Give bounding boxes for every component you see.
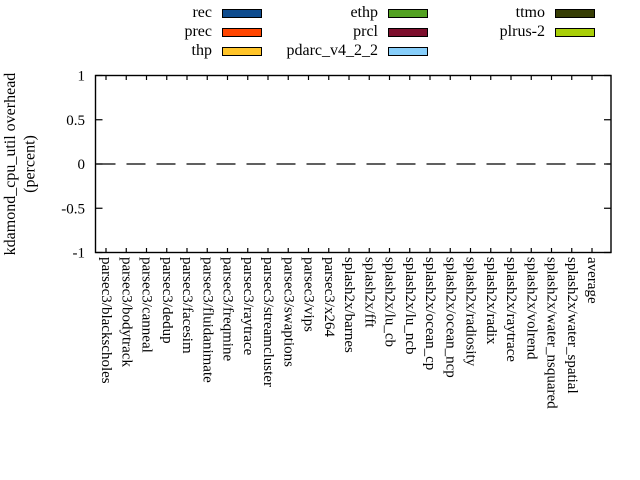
- legend-swatch: [555, 27, 595, 37]
- legend-swatch: [222, 27, 262, 37]
- x-category-label: splash2x/ocean_cp: [422, 257, 438, 370]
- legend-swatch: [222, 8, 262, 18]
- legend-label: plrus-2: [499, 23, 545, 40]
- legend-entry-pdarc_v4_2_2: pdarc_v4_2_2: [200, 42, 428, 60]
- legend-label: rec: [192, 4, 212, 21]
- legend-entry-plrus-2: plrus-2: [380, 23, 595, 41]
- legend-swatch: [388, 8, 428, 18]
- legend-entry-prec: prec: [20, 23, 262, 41]
- legend-swatch: [388, 27, 428, 37]
- x-category-label: splash2x/water_nsquared: [544, 257, 560, 409]
- y-tick-label: -0.5: [61, 201, 85, 217]
- x-category-label: parsec3/vips: [301, 257, 317, 332]
- legend-label: prec: [184, 23, 212, 40]
- x-category-label: parsec3/dedup: [159, 257, 175, 344]
- x-category-label: splash2x/lu_cb: [382, 257, 398, 347]
- y-tick-label: 1: [78, 69, 86, 85]
- x-category-label: splash2x/volrend: [523, 257, 539, 360]
- x-category-label: average: [584, 257, 600, 304]
- x-category-label: parsec3/blackscholes: [98, 257, 114, 384]
- x-category-label: parsec3/raytrace: [240, 257, 256, 356]
- x-category-label: parsec3/freqmine: [220, 257, 236, 361]
- legend-entry-rec: rec: [20, 4, 262, 22]
- legend-swatch: [388, 46, 428, 56]
- x-category-label: splash2x/radiosity: [463, 257, 479, 367]
- legend-swatch: [555, 8, 595, 18]
- x-category-label: splash2x/radix: [483, 257, 499, 345]
- x-category-label: splash2x/water_spatial: [564, 257, 580, 394]
- x-category-label: splash2x/ocean_ncp: [442, 257, 458, 378]
- x-category-label: parsec3/bodytrack: [118, 257, 134, 367]
- y-tick-label: -1: [73, 246, 86, 262]
- legend-entry-ethp: ethp: [200, 4, 428, 22]
- x-category-label: parsec3/swaptions: [280, 257, 296, 367]
- legend-label: pdarc_v4_2_2: [286, 42, 378, 59]
- legend-label: prcl: [353, 23, 378, 40]
- y-axis-label: (percent): [22, 135, 39, 193]
- legend-entry-prcl: prcl: [200, 23, 428, 41]
- x-category-label: splash2x/lu_ncb: [402, 257, 418, 355]
- x-category-label: splash2x/raytrace: [503, 257, 519, 362]
- legend-swatch: [222, 46, 262, 56]
- y-tick-label: 0: [78, 157, 86, 173]
- y-axis-label: kdamond_cpu_util overhead: [2, 73, 19, 256]
- x-category-label: splash2x/fft: [361, 257, 377, 328]
- x-category-label: parsec3/x264: [321, 257, 337, 337]
- x-category-label: parsec3/canneal: [139, 257, 155, 353]
- legend-entry-ttmo: ttmo: [380, 4, 595, 22]
- legend-label: thp: [191, 42, 212, 59]
- x-category-label: parsec3/fluidanimate: [199, 257, 215, 383]
- x-category-label: splash2x/barnes: [341, 257, 357, 353]
- x-category-label: parsec3/facesim: [179, 257, 195, 354]
- legend-label: ttmo: [515, 4, 545, 21]
- legend-label: ethp: [350, 4, 378, 21]
- x-category-label: parsec3/streamcluster: [260, 257, 276, 387]
- legend-entry-thp: thp: [20, 42, 262, 60]
- y-tick-label: 0.5: [66, 113, 85, 129]
